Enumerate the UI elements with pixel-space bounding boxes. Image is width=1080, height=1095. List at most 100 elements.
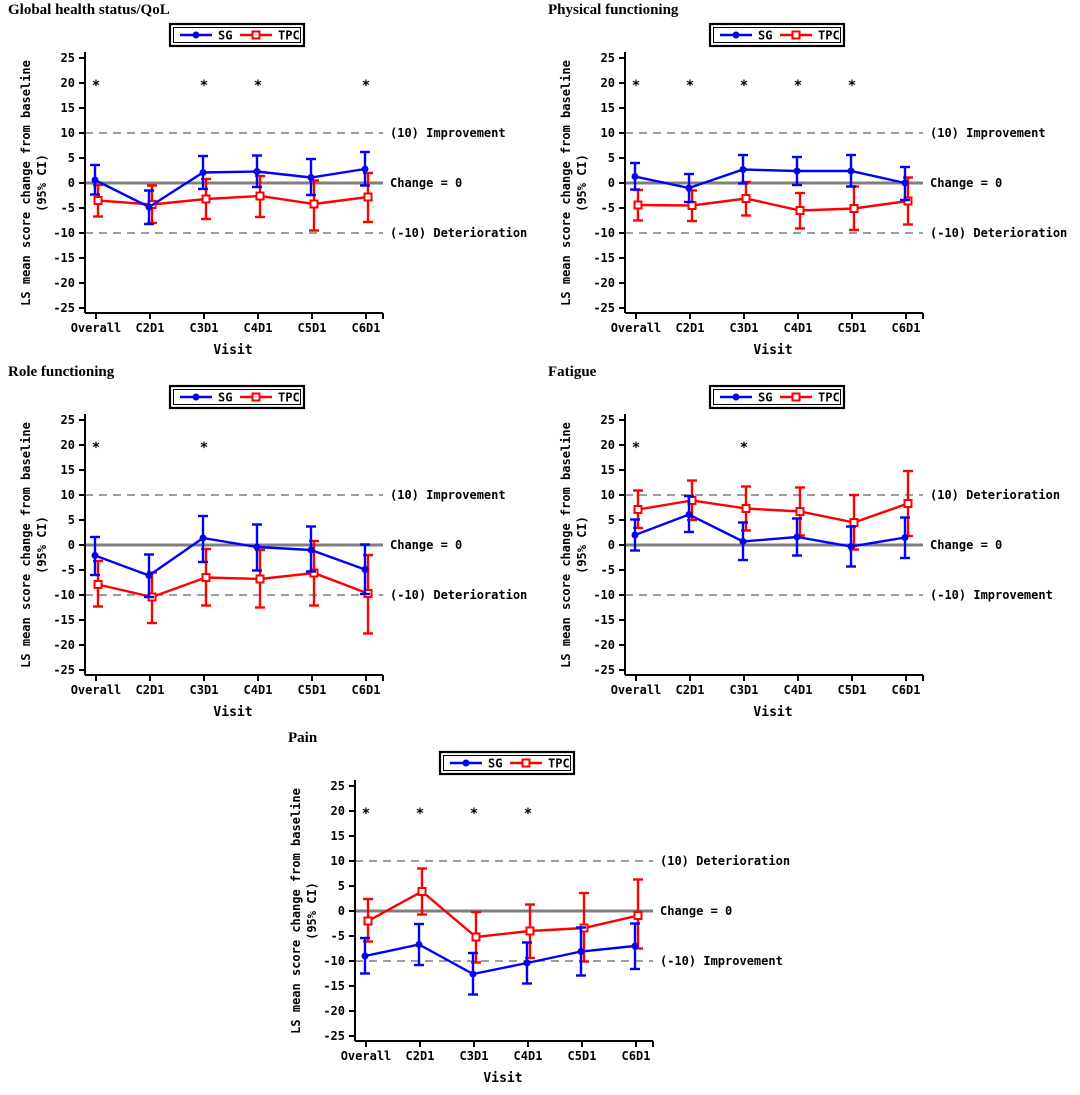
- y-axis-title: LS mean score change from baseline: [559, 60, 573, 306]
- significance-asterisk: *: [362, 78, 370, 94]
- reference-line-label: (-10) Improvement: [660, 954, 783, 968]
- marker-filled-circle: [577, 948, 585, 955]
- y-tick-label: -25: [323, 1029, 345, 1043]
- axes: 25 20 15 10 5 0 -5 -10 -15 -20 -25 Overall C2D1 C3D1 C…: [559, 51, 924, 358]
- marker-open-square: [255, 574, 265, 584]
- marker-filled-circle: [307, 174, 315, 181]
- reference-line-label: (10) Deterioration: [660, 854, 790, 868]
- legend-border-inner: [713, 27, 841, 43]
- series-line: [364, 943, 636, 976]
- y-tick-label: -15: [53, 251, 75, 265]
- series-tpc: [93, 539, 373, 635]
- y-tick-label: -20: [593, 276, 615, 290]
- significance-marks: * *: [632, 440, 748, 456]
- x-axis-title: Visit: [753, 343, 792, 358]
- marker-filled-circle: [523, 959, 531, 967]
- reference-lines: (10) Deterioration Change = 0 (-10) Improv…: [625, 488, 1060, 602]
- y-tick-label: -10: [53, 226, 75, 240]
- y-tick-label: 10: [61, 488, 75, 502]
- marker-open-square: [795, 206, 805, 215]
- significance-marks: * *: [92, 440, 208, 456]
- legend-label-tpc: TPC: [818, 29, 840, 43]
- x-axis-title: Visit: [753, 705, 792, 720]
- x-tick-label: C4D1: [244, 683, 273, 697]
- panel-title-fatigue: Fatigue: [548, 364, 597, 380]
- chart-global-health-status-qol: (10) Improvement Change = 0 (-10) Deterior…: [19, 22, 527, 358]
- y-tick-label: -5: [331, 929, 345, 943]
- legend-marker-filled-circle: [732, 31, 740, 39]
- series-line: [634, 168, 906, 190]
- y-tick-label: 15: [601, 101, 615, 115]
- y-axis-title: LS mean score change from baseline: [289, 788, 303, 1034]
- significance-asterisk: *: [92, 440, 100, 456]
- y-tick-label: 5: [338, 879, 345, 893]
- reference-line-label: (-10) Deterioration: [930, 226, 1067, 240]
- significance-marks: * * * *: [362, 806, 532, 822]
- reference-line-label: (-10) Improvement: [930, 588, 1053, 602]
- y-tick-label: -10: [593, 226, 615, 240]
- x-tick-label: Overall: [71, 683, 122, 697]
- legend-label-sg: SG: [218, 29, 232, 43]
- series-line: [97, 571, 369, 599]
- chart-pain: (10) Deterioration Change = 0 (-10) Improv…: [289, 750, 790, 1086]
- reference-line-label: (-10) Deterioration: [390, 588, 527, 602]
- x-tick-label: Overall: [611, 683, 662, 697]
- legend-label-sg: SG: [488, 757, 502, 771]
- significance-asterisk: *: [200, 440, 208, 456]
- x-axis-title: Visit: [213, 705, 252, 720]
- x-tick-label: C2D1: [676, 683, 705, 697]
- legend-label-tpc: TPC: [278, 391, 300, 405]
- x-tick-label: C6D1: [892, 321, 921, 335]
- legend-marker-filled-circle: [192, 393, 200, 401]
- significance-marks: * * * *: [92, 78, 370, 94]
- y-tick-label: -5: [61, 201, 75, 215]
- reference-lines: (10) Improvement Change = 0 (-10) Deterior…: [625, 126, 1067, 240]
- y-axis-title-line2: (95% CI): [35, 154, 49, 212]
- y-tick-label: 25: [601, 51, 615, 65]
- significance-asterisk: *: [524, 806, 532, 822]
- y-tick-label: -25: [593, 663, 615, 677]
- marker-filled-circle: [739, 166, 747, 173]
- axes: 25 20 15 10 5 0 -5 -10 -15 -20 -25 Overall C2D1 C3D1 C…: [19, 413, 384, 720]
- marker-filled-circle: [145, 572, 153, 579]
- legend-border-outer: [708, 384, 846, 410]
- series-line: [637, 499, 909, 524]
- legend-label-tpc: TPC: [818, 391, 840, 405]
- marker-filled-circle: [91, 552, 99, 559]
- y-tick-label: -25: [593, 301, 615, 315]
- x-tick-label: C5D1: [298, 321, 327, 335]
- panel-title-physical-functioning: Physical functioning: [548, 2, 679, 18]
- y-tick-label: -5: [61, 563, 75, 577]
- chart-physical-functioning: (10) Improvement Change = 0 (-10) Deterior…: [559, 22, 1067, 358]
- y-tick-label: 15: [601, 463, 615, 477]
- y-tick-label: -20: [53, 276, 75, 290]
- y-axis-title: LS mean score change from baseline: [19, 422, 33, 668]
- legend: SG TPC: [168, 384, 306, 410]
- x-tick-label: C6D1: [352, 321, 381, 335]
- y-tick-label: 5: [608, 513, 615, 527]
- marker-filled-circle: [847, 167, 855, 175]
- legend-border-outer: [168, 384, 306, 410]
- x-tick-label: C3D1: [190, 683, 219, 697]
- reference-line-label: (10) Improvement: [390, 126, 506, 140]
- x-tick-label: Overall: [611, 321, 662, 335]
- x-tick-label: C4D1: [784, 683, 813, 697]
- marker-filled-circle: [91, 176, 99, 184]
- y-tick-label: -20: [323, 1004, 345, 1018]
- y-axis-title: LS mean score change from baseline: [19, 60, 33, 306]
- x-tick-label: C3D1: [730, 683, 759, 697]
- significance-asterisk: *: [848, 78, 856, 94]
- series-sg: [90, 150, 370, 226]
- y-tick-label: -20: [593, 638, 615, 652]
- marker-open-square: [201, 573, 211, 582]
- significance-asterisk: *: [362, 806, 370, 822]
- y-tick-label: -15: [53, 613, 75, 627]
- y-axis-title: LS mean score change from baseline: [559, 422, 573, 668]
- marker-open-square: [309, 199, 319, 209]
- significance-asterisk: *: [794, 78, 802, 94]
- y-tick-label: 15: [61, 101, 75, 115]
- x-axis-title: Visit: [213, 343, 252, 358]
- legend-marker-open-square: [251, 392, 261, 402]
- panel-role-functioning: Role functioning (10) Improvement Change …: [0, 362, 540, 727]
